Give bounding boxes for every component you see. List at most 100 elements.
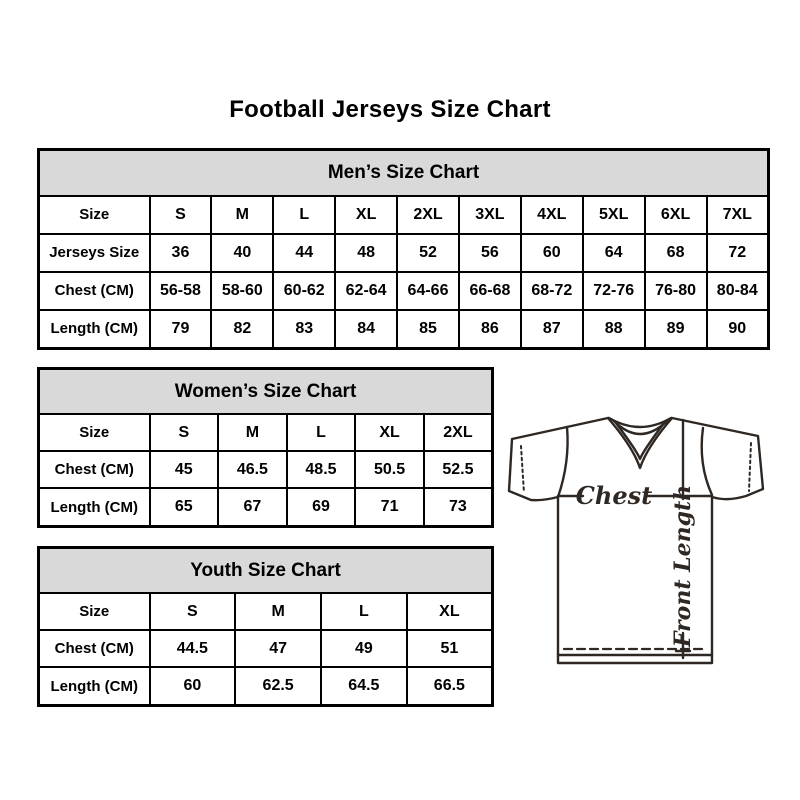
row-label: Chest (CM) bbox=[37, 629, 151, 669]
cell-value: 85 bbox=[396, 308, 460, 350]
table-row: Jerseys Size 36 40 44 48 52 56 60 64 68 72 bbox=[37, 232, 770, 273]
cell-value: L bbox=[285, 413, 357, 453]
left-cuff-stitch-line bbox=[520, 445, 525, 494]
cell-value: 86 bbox=[457, 308, 522, 350]
cell-value: S bbox=[148, 592, 237, 632]
table-title: Women’s Size Chart bbox=[37, 367, 494, 416]
row-label: Length (CM) bbox=[37, 308, 151, 350]
table-row: Length (CM) 60 62.5 64.5 66.5 bbox=[37, 666, 494, 707]
cell-value: 76-80 bbox=[643, 270, 708, 311]
cell-value: 5XL bbox=[581, 194, 646, 235]
cell-value: S bbox=[148, 194, 213, 235]
cell-value: 56-58 bbox=[148, 270, 213, 311]
table-row: Chest (CM) 56-58 58-60 60-62 62-64 64-66 66-68… bbox=[37, 270, 770, 311]
table-row: Size S M L XL bbox=[37, 592, 494, 632]
cell-value: 90 bbox=[705, 308, 770, 350]
row-label: Chest (CM) bbox=[37, 270, 151, 311]
cell-value: 36 bbox=[148, 232, 213, 273]
row-label: Size bbox=[37, 194, 151, 235]
table-row: Length (CM) 65 67 69 71 73 bbox=[37, 487, 494, 528]
cell-value: 83 bbox=[272, 308, 337, 350]
cell-value: 65 bbox=[148, 487, 220, 528]
cell-value: 58-60 bbox=[210, 270, 275, 311]
cell-value: M bbox=[210, 194, 275, 235]
cell-value: 66-68 bbox=[457, 270, 522, 311]
row-label: Chest (CM) bbox=[37, 450, 151, 490]
jersey-measurement-diagram: Chest Front Length bbox=[507, 416, 765, 665]
cell-value: 52.5 bbox=[422, 450, 494, 490]
cell-value: XL bbox=[354, 413, 425, 453]
cell-value: 71 bbox=[354, 487, 425, 528]
right-cuff-stitch-line bbox=[748, 442, 752, 492]
cell-value: 84 bbox=[334, 308, 399, 350]
jersey-outline bbox=[507, 416, 765, 665]
table-row: Size S M L XL 2XL bbox=[37, 413, 494, 453]
cell-value: 48.5 bbox=[285, 450, 357, 490]
cell-value: 51 bbox=[405, 629, 494, 669]
cell-value: 60 bbox=[519, 232, 584, 273]
cell-value: 2XL bbox=[396, 194, 460, 235]
cell-value: 40 bbox=[210, 232, 275, 273]
jersey-vneck-outer bbox=[606, 416, 674, 470]
chest-measure-label: Chest bbox=[576, 481, 652, 510]
table-title-row: Men’s Size Chart bbox=[37, 148, 770, 197]
cell-value: 46.5 bbox=[217, 450, 288, 490]
cell-value: 79 bbox=[148, 308, 213, 350]
jersey-left-armhole-seam bbox=[556, 425, 569, 499]
row-label: Size bbox=[37, 413, 151, 453]
mens-size-table: Men’s Size Chart Size S M L XL 2XL 3XL 4XL 5XL 6XL… bbox=[37, 148, 770, 350]
cell-value: 4XL bbox=[519, 194, 584, 235]
cell-value: 88 bbox=[581, 308, 646, 350]
cell-value: 47 bbox=[234, 629, 322, 669]
cell-value: 3XL bbox=[457, 194, 522, 235]
cell-value: 72-76 bbox=[581, 270, 646, 311]
cell-value: 44.5 bbox=[148, 629, 237, 669]
table-title-row: Youth Size Chart bbox=[37, 546, 494, 595]
cell-value: 62-64 bbox=[334, 270, 399, 311]
cell-value: 73 bbox=[422, 487, 494, 528]
cell-value: 52 bbox=[396, 232, 460, 273]
cell-value: M bbox=[217, 413, 288, 453]
cell-value: 60 bbox=[148, 666, 237, 707]
cell-value: 56 bbox=[457, 232, 522, 273]
cell-value: M bbox=[234, 592, 322, 632]
cell-value: 64-66 bbox=[396, 270, 460, 311]
cell-value: 7XL bbox=[705, 194, 770, 235]
row-label: Size bbox=[37, 592, 151, 632]
cell-value: 89 bbox=[643, 308, 708, 350]
cell-value: 45 bbox=[148, 450, 220, 490]
table-row: Chest (CM) 44.5 47 49 51 bbox=[37, 629, 494, 669]
cell-value: S bbox=[148, 413, 220, 453]
cell-value: XL bbox=[334, 194, 399, 235]
table-title: Men’s Size Chart bbox=[37, 148, 770, 197]
front-length-measure-label: Front Length bbox=[670, 485, 696, 648]
jersey-right-armhole-seam bbox=[700, 426, 714, 497]
cell-value: 80-84 bbox=[705, 270, 770, 311]
womens-size-table: Women’s Size Chart Size S M L XL 2XL Chest (CM)… bbox=[37, 367, 494, 528]
cell-value: 67 bbox=[217, 487, 288, 528]
jersey-vneck-inner bbox=[614, 421, 666, 461]
cell-value: 87 bbox=[519, 308, 584, 350]
cell-value: 49 bbox=[320, 629, 408, 669]
table-row: Length (CM) 79 82 83 84 85 86 87 88 89 90 bbox=[37, 308, 770, 350]
cell-value: 64 bbox=[581, 232, 646, 273]
youth-size-table: Youth Size Chart Size S M L XL Chest (CM) 44.5 4… bbox=[37, 546, 494, 707]
cell-value: 48 bbox=[334, 232, 399, 273]
cell-value: XL bbox=[405, 592, 494, 632]
table-row: Size S M L XL 2XL 3XL 4XL 5XL 6XL 7XL bbox=[37, 194, 770, 235]
cell-value: 64.5 bbox=[320, 666, 408, 707]
row-label: Length (CM) bbox=[37, 666, 151, 707]
cell-value: 2XL bbox=[422, 413, 494, 453]
table-title: Youth Size Chart bbox=[37, 546, 494, 595]
cell-value: L bbox=[272, 194, 337, 235]
table-row: Chest (CM) 45 46.5 48.5 50.5 52.5 bbox=[37, 450, 494, 490]
cell-value: 72 bbox=[705, 232, 770, 273]
cell-value: 82 bbox=[210, 308, 275, 350]
row-label: Jerseys Size bbox=[37, 232, 151, 273]
row-label: Length (CM) bbox=[37, 487, 151, 528]
table-title-row: Women’s Size Chart bbox=[37, 367, 494, 416]
cell-value: 44 bbox=[272, 232, 337, 273]
cell-value: L bbox=[320, 592, 408, 632]
cell-value: 50.5 bbox=[354, 450, 425, 490]
